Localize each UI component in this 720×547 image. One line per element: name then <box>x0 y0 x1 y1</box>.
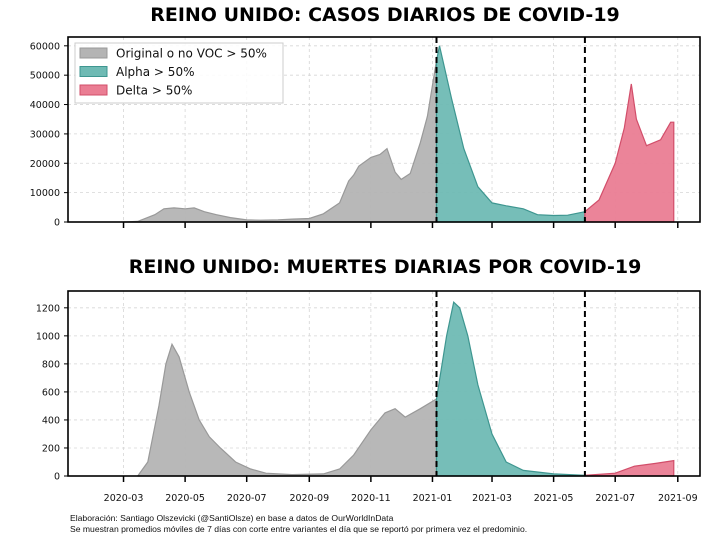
area-delta <box>584 83 675 223</box>
y-tick-label: 200 <box>42 443 60 454</box>
legend-label: Alpha > 50% <box>116 65 194 79</box>
x-tick-label: 2021-09 <box>658 493 698 504</box>
deaths-chart-title: REINO UNIDO: MUERTES DIARIAS POR COVID-1… <box>128 256 642 278</box>
legend-label: Delta > 50% <box>116 84 192 98</box>
legend-label: Original o no VOC > 50% <box>116 47 267 61</box>
legend-swatch-0 <box>79 47 108 59</box>
area-original <box>123 60 438 223</box>
deaths-chart: 0 200 400 600 800 1000 1200 2020-03 2020-05 2020-… <box>36 290 701 504</box>
area-original <box>137 342 438 477</box>
x-tick-label: 2020-03 <box>104 493 144 504</box>
y-tick-label: 20000 <box>30 159 60 170</box>
footer-note: Se muestran promedios móviles de 7 días … <box>70 524 528 534</box>
x-tick-label: 2021-03 <box>472 493 512 504</box>
y-tick-label: 600 <box>42 387 60 398</box>
cases-chart: 0 10000 20000 30000 40000 50000 60000 <box>30 36 701 229</box>
plot-frame <box>67 36 701 223</box>
y-tick-label: 0 <box>54 472 60 483</box>
legend-swatch-2 <box>79 84 108 96</box>
y-tick-label: 10000 <box>30 188 60 199</box>
footer-credit: Elaboración: Santiago Olszevicki (@Santi… <box>70 513 394 523</box>
x-tick-label: 2020-05 <box>165 493 205 504</box>
area-alpha <box>435 45 586 223</box>
area-delta <box>584 459 675 477</box>
x-tick-label: 2020-07 <box>227 493 267 504</box>
x-tick-label: 2020-09 <box>289 493 329 504</box>
plot-frame <box>67 290 701 477</box>
x-tick-label: 2021-01 <box>413 493 453 504</box>
y-tick-label: 0 <box>54 218 60 229</box>
y-tick-label: 50000 <box>30 71 60 82</box>
x-tick-label: 2021-05 <box>534 493 574 504</box>
legend: Original o no VOC > 50% Alpha > 50% Delta … <box>74 42 284 104</box>
area-alpha <box>435 301 586 477</box>
y-tick-label: 1000 <box>36 331 60 342</box>
y-tick-label: 30000 <box>30 129 60 140</box>
y-tick-label: 800 <box>42 359 60 370</box>
legend-box <box>74 42 284 104</box>
y-tick-label: 1200 <box>36 303 60 314</box>
y-tick-label: 400 <box>42 415 60 426</box>
y-tick-label: 60000 <box>30 41 60 52</box>
x-tick-label: 2021-07 <box>595 493 635 504</box>
cases-chart-title: REINO UNIDO: CASOS DIARIOS DE COVID-19 <box>150 4 620 26</box>
legend-swatch-1 <box>79 66 108 77</box>
x-tick-label: 2020-11 <box>351 493 391 504</box>
y-tick-label: 40000 <box>30 100 60 111</box>
